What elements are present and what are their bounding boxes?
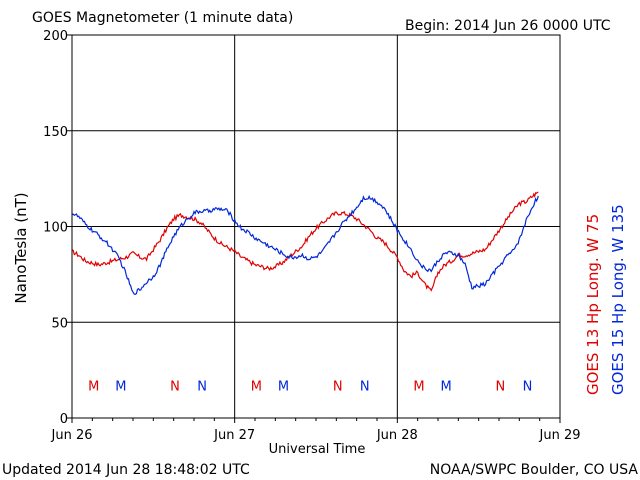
chart-title: GOES Magnetometer (1 minute data) (32, 10, 293, 26)
noon-marker: N (360, 379, 370, 394)
series-lines (71, 191, 539, 295)
y-ticks: 0 50 100 150 200 (43, 29, 72, 427)
x-axis-label: Universal Time (269, 442, 366, 457)
y-tick-label: 200 (43, 29, 68, 44)
x-ticks: Jun 26 Jun 27 Jun 28 Jun 29 (51, 418, 581, 443)
midnight-marker: M (251, 379, 262, 394)
plot-frame (71, 34, 561, 419)
series-line-goes13 (71, 191, 539, 292)
noon-marker: N (197, 379, 207, 394)
noon-marker: N (523, 379, 533, 394)
midnight-marker: M (88, 379, 99, 394)
series-line-goes15 (71, 194, 539, 295)
x-tick-label: Jun 27 (213, 428, 255, 443)
x-tick-label: Jun 28 (376, 428, 418, 443)
legend-goes13: GOES 13 Hp Long. W 75 (584, 214, 602, 395)
y-tick-label: 100 (43, 221, 68, 236)
midnight-marker: M (278, 379, 289, 394)
y-tick-label: 0 (60, 412, 68, 427)
credit-text: NOAA/SWPC Boulder, CO USA (430, 462, 639, 478)
begin-time: Begin: 2014 Jun 26 0000 UTC (405, 18, 611, 34)
x-tick-label: Jun 26 (51, 428, 93, 443)
noon-marker: N (495, 379, 505, 394)
legend-goes15: GOES 15 Hp Long. W 135 (609, 204, 627, 395)
y-tick-label: 50 (51, 316, 68, 331)
noon-marker: N (170, 379, 180, 394)
grid (72, 35, 560, 418)
noon-marker: N (333, 379, 343, 394)
midnight-marker: M (413, 379, 424, 394)
updated-timestamp: Updated 2014 Jun 28 18:48:02 UTC (2, 462, 250, 478)
midnight-marker: M (115, 379, 126, 394)
midnight-marker: M (441, 379, 452, 394)
x-tick-label: Jun 29 (539, 428, 581, 443)
y-axis-label: NanoTesla (nT) (12, 192, 30, 303)
y-tick-label: 150 (43, 125, 68, 140)
